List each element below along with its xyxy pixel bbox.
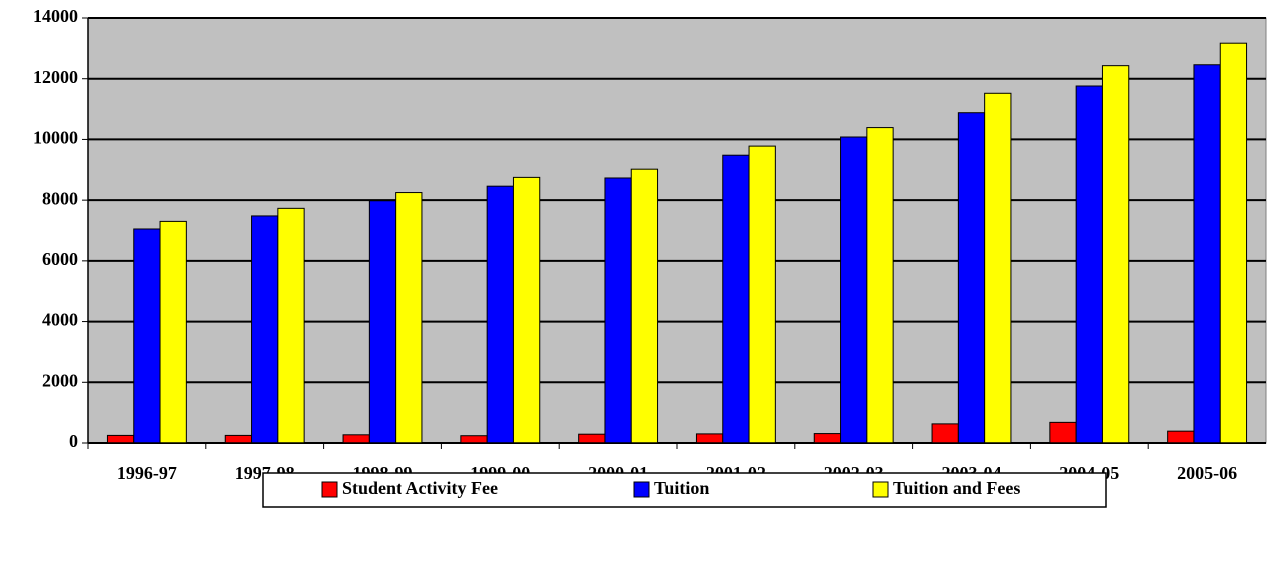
legend-swatch — [633, 481, 650, 498]
bar — [1101, 65, 1130, 444]
bar — [1219, 42, 1248, 444]
bar — [604, 177, 632, 444]
bar — [159, 220, 187, 444]
legend-label: Student Activity Fee — [342, 478, 498, 498]
y-tick-label: 10000 — [33, 128, 78, 148]
legend-label: Tuition — [654, 478, 709, 498]
x-tick-label: 2005-06 — [1177, 463, 1237, 483]
bar — [486, 185, 514, 444]
bar — [368, 200, 397, 444]
legend-label: Tuition and Fees — [893, 478, 1020, 498]
bar — [840, 136, 868, 444]
x-tick-label: 1996-97 — [117, 463, 177, 483]
bar — [251, 215, 279, 444]
bar — [984, 92, 1012, 444]
bar — [224, 434, 253, 444]
y-tick-label: 4000 — [42, 310, 78, 330]
y-tick-label: 6000 — [42, 249, 78, 269]
y-tick-label: 0 — [69, 431, 78, 451]
bar — [1049, 421, 1077, 444]
bar — [957, 112, 986, 444]
bar — [512, 176, 541, 444]
bar — [1167, 430, 1195, 444]
legend-box — [262, 472, 1107, 508]
bar — [460, 435, 488, 444]
bar — [813, 433, 842, 444]
y-tick-label: 14000 — [33, 6, 78, 26]
bar — [1193, 64, 1221, 444]
legend-swatch — [872, 481, 889, 498]
bar — [630, 168, 659, 444]
y-tick-label: 8000 — [42, 188, 78, 208]
y-tick-label: 12000 — [33, 67, 78, 87]
bar — [395, 192, 423, 444]
bar — [342, 434, 370, 444]
bar — [722, 154, 750, 444]
bar — [106, 434, 135, 444]
bar — [578, 433, 606, 444]
bar — [695, 433, 724, 444]
bar — [748, 145, 776, 444]
bar — [277, 207, 305, 444]
bar — [1075, 85, 1103, 444]
legend-swatch — [321, 481, 338, 498]
y-tick-label: 2000 — [42, 370, 78, 390]
bar — [133, 228, 161, 444]
bar — [931, 423, 959, 444]
bar — [866, 127, 894, 444]
